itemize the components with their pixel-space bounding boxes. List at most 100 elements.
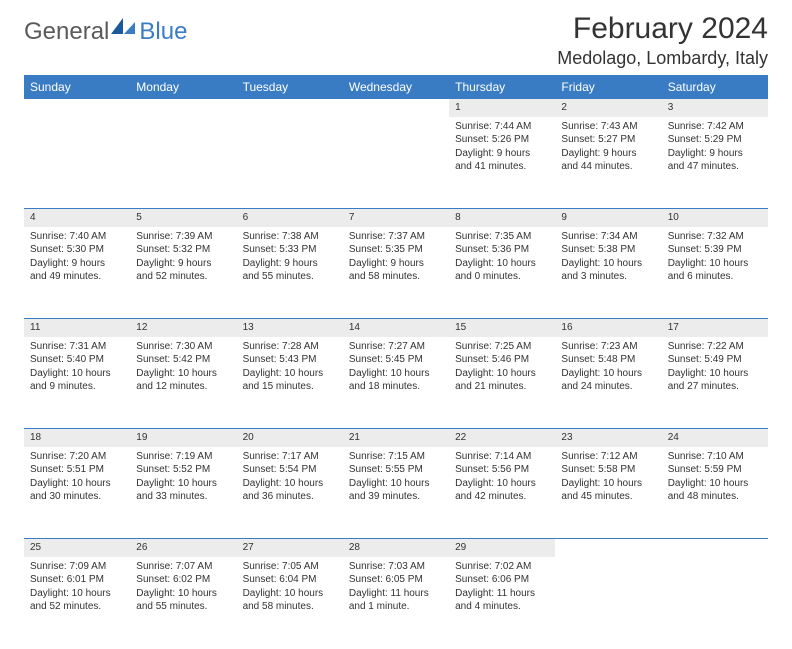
- daylight-line: Daylight: 9 hours and 52 minutes.: [136, 257, 230, 284]
- day-number-cell: 29: [449, 539, 555, 557]
- sunrise-line: Sunrise: 7:34 AM: [561, 230, 655, 244]
- day-number-cell: 10: [662, 209, 768, 227]
- day-number-cell: 5: [130, 209, 236, 227]
- sunset-line: Sunset: 6:06 PM: [455, 573, 549, 587]
- sunrise-line: Sunrise: 7:30 AM: [136, 340, 230, 354]
- daylight-line: Daylight: 10 hours and 24 minutes.: [561, 367, 655, 394]
- sunrise-line: Sunrise: 7:28 AM: [243, 340, 337, 354]
- daylight-line: Daylight: 10 hours and 58 minutes.: [243, 587, 337, 614]
- day-content-cell: Sunrise: 7:02 AMSunset: 6:06 PMDaylight:…: [449, 557, 555, 649]
- day-content-cell: Sunrise: 7:03 AMSunset: 6:05 PMDaylight:…: [343, 557, 449, 649]
- day-content-cell: Sunrise: 7:25 AMSunset: 5:46 PMDaylight:…: [449, 337, 555, 429]
- daylight-line: Daylight: 9 hours and 58 minutes.: [349, 257, 443, 284]
- sunrise-line: Sunrise: 7:44 AM: [455, 120, 549, 134]
- day-content-cell: Sunrise: 7:09 AMSunset: 6:01 PMDaylight:…: [24, 557, 130, 649]
- day-content-cell: [24, 117, 130, 209]
- sunrise-line: Sunrise: 7:09 AM: [30, 560, 124, 574]
- day-content-cell: Sunrise: 7:28 AMSunset: 5:43 PMDaylight:…: [237, 337, 343, 429]
- day-content-row: Sunrise: 7:44 AMSunset: 5:26 PMDaylight:…: [24, 117, 768, 209]
- sunset-line: Sunset: 5:55 PM: [349, 463, 443, 477]
- sunset-line: Sunset: 5:29 PM: [668, 133, 762, 147]
- day-number-cell: 4: [24, 209, 130, 227]
- weekday-header-row: Sunday Monday Tuesday Wednesday Thursday…: [24, 75, 768, 99]
- sunset-line: Sunset: 6:01 PM: [30, 573, 124, 587]
- day-number-cell: [130, 99, 236, 117]
- sunset-line: Sunset: 5:33 PM: [243, 243, 337, 257]
- day-number-cell: 15: [449, 319, 555, 337]
- daylight-line: Daylight: 10 hours and 33 minutes.: [136, 477, 230, 504]
- day-content-cell: [130, 117, 236, 209]
- daylight-line: Daylight: 10 hours and 55 minutes.: [136, 587, 230, 614]
- page-title: February 2024: [557, 12, 768, 46]
- day-content-cell: [555, 557, 661, 649]
- sunset-line: Sunset: 5:35 PM: [349, 243, 443, 257]
- day-content-cell: Sunrise: 7:38 AMSunset: 5:33 PMDaylight:…: [237, 227, 343, 319]
- logo-sail-icon: [109, 16, 137, 36]
- sunrise-line: Sunrise: 7:12 AM: [561, 450, 655, 464]
- day-content-cell: Sunrise: 7:32 AMSunset: 5:39 PMDaylight:…: [662, 227, 768, 319]
- day-content-cell: Sunrise: 7:27 AMSunset: 5:45 PMDaylight:…: [343, 337, 449, 429]
- daylight-line: Daylight: 10 hours and 27 minutes.: [668, 367, 762, 394]
- day-content-cell: Sunrise: 7:42 AMSunset: 5:29 PMDaylight:…: [662, 117, 768, 209]
- sunrise-line: Sunrise: 7:14 AM: [455, 450, 549, 464]
- day-number-cell: 21: [343, 429, 449, 447]
- weekday-header: Thursday: [449, 75, 555, 99]
- location: Medolago, Lombardy, Italy: [557, 48, 768, 69]
- daylight-line: Daylight: 10 hours and 39 minutes.: [349, 477, 443, 504]
- sunset-line: Sunset: 6:05 PM: [349, 573, 443, 587]
- daylight-line: Daylight: 11 hours and 4 minutes.: [455, 587, 549, 614]
- daylight-line: Daylight: 10 hours and 52 minutes.: [30, 587, 124, 614]
- daylight-line: Daylight: 10 hours and 6 minutes.: [668, 257, 762, 284]
- daylight-line: Daylight: 10 hours and 21 minutes.: [455, 367, 549, 394]
- day-content-row: Sunrise: 7:09 AMSunset: 6:01 PMDaylight:…: [24, 557, 768, 649]
- day-number-cell: 26: [130, 539, 236, 557]
- sunrise-line: Sunrise: 7:32 AM: [668, 230, 762, 244]
- day-number-cell: 20: [237, 429, 343, 447]
- sunrise-line: Sunrise: 7:19 AM: [136, 450, 230, 464]
- sunset-line: Sunset: 5:51 PM: [30, 463, 124, 477]
- day-content-cell: Sunrise: 7:14 AMSunset: 5:56 PMDaylight:…: [449, 447, 555, 539]
- daylight-line: Daylight: 10 hours and 30 minutes.: [30, 477, 124, 504]
- day-content-cell: Sunrise: 7:20 AMSunset: 5:51 PMDaylight:…: [24, 447, 130, 539]
- sunrise-line: Sunrise: 7:43 AM: [561, 120, 655, 134]
- sunset-line: Sunset: 5:59 PM: [668, 463, 762, 477]
- daylight-line: Daylight: 10 hours and 12 minutes.: [136, 367, 230, 394]
- day-content-cell: Sunrise: 7:30 AMSunset: 5:42 PMDaylight:…: [130, 337, 236, 429]
- sunset-line: Sunset: 5:26 PM: [455, 133, 549, 147]
- sunset-line: Sunset: 5:39 PM: [668, 243, 762, 257]
- day-content-cell: Sunrise: 7:05 AMSunset: 6:04 PMDaylight:…: [237, 557, 343, 649]
- day-number-row: 45678910: [24, 209, 768, 227]
- sunset-line: Sunset: 5:56 PM: [455, 463, 549, 477]
- day-number-cell: 22: [449, 429, 555, 447]
- sunrise-line: Sunrise: 7:40 AM: [30, 230, 124, 244]
- day-number-cell: 19: [130, 429, 236, 447]
- weekday-header: Sunday: [24, 75, 130, 99]
- sunset-line: Sunset: 5:40 PM: [30, 353, 124, 367]
- sunrise-line: Sunrise: 7:37 AM: [349, 230, 443, 244]
- logo-text-general: General: [24, 18, 109, 46]
- daylight-line: Daylight: 10 hours and 18 minutes.: [349, 367, 443, 394]
- sunrise-line: Sunrise: 7:31 AM: [30, 340, 124, 354]
- day-content-cell: Sunrise: 7:43 AMSunset: 5:27 PMDaylight:…: [555, 117, 661, 209]
- sunrise-line: Sunrise: 7:27 AM: [349, 340, 443, 354]
- daylight-line: Daylight: 10 hours and 0 minutes.: [455, 257, 549, 284]
- day-number-cell: 18: [24, 429, 130, 447]
- day-content-cell: Sunrise: 7:39 AMSunset: 5:32 PMDaylight:…: [130, 227, 236, 319]
- day-content-cell: [343, 117, 449, 209]
- day-number-cell: 13: [237, 319, 343, 337]
- day-number-cell: 17: [662, 319, 768, 337]
- day-number-cell: 16: [555, 319, 661, 337]
- daylight-line: Daylight: 10 hours and 48 minutes.: [668, 477, 762, 504]
- daylight-line: Daylight: 9 hours and 49 minutes.: [30, 257, 124, 284]
- sunrise-line: Sunrise: 7:05 AM: [243, 560, 337, 574]
- day-content-cell: Sunrise: 7:15 AMSunset: 5:55 PMDaylight:…: [343, 447, 449, 539]
- sunset-line: Sunset: 5:58 PM: [561, 463, 655, 477]
- daylight-line: Daylight: 9 hours and 41 minutes.: [455, 147, 549, 174]
- sunset-line: Sunset: 5:32 PM: [136, 243, 230, 257]
- sunrise-line: Sunrise: 7:02 AM: [455, 560, 549, 574]
- weekday-header: Saturday: [662, 75, 768, 99]
- day-number-cell: 23: [555, 429, 661, 447]
- daylight-line: Daylight: 9 hours and 44 minutes.: [561, 147, 655, 174]
- sunset-line: Sunset: 5:38 PM: [561, 243, 655, 257]
- sunset-line: Sunset: 5:46 PM: [455, 353, 549, 367]
